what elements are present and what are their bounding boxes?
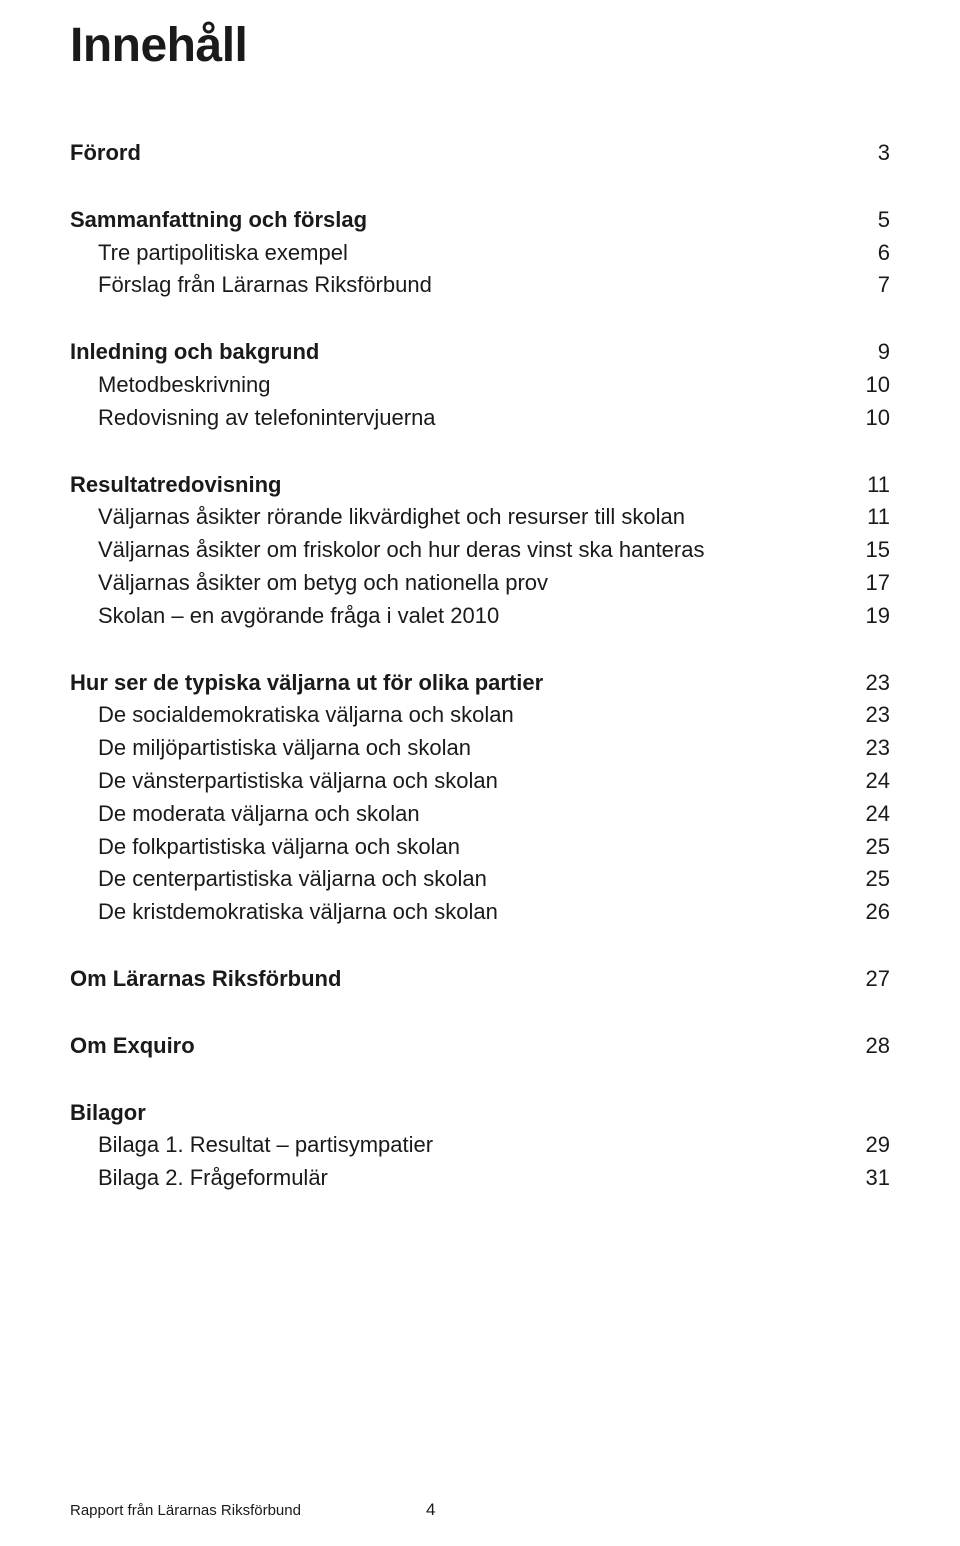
page-title: Innehåll [70, 18, 890, 73]
toc-page-number: 23 [850, 733, 890, 764]
table-of-contents: Förord3Sammanfattning och förslag5Tre pa… [70, 138, 890, 1194]
toc-label: Om Exquiro [70, 1031, 195, 1062]
toc-section: Förord 3 [70, 138, 890, 169]
toc-page-number: 24 [850, 766, 890, 797]
toc-page-number: 29 [850, 1130, 890, 1161]
toc-page-number: 25 [850, 864, 890, 895]
toc-page-number: 7 [850, 270, 890, 301]
toc-row: Förord 3 [70, 138, 890, 169]
toc-row: Skolan – en avgörande fråga i valet 2010… [70, 601, 890, 632]
toc-label: De socialdemokratiska väljarna och skola… [70, 700, 514, 731]
toc-section: Inledning och bakgrund 9 Metodbeskrivning 1… [70, 337, 890, 433]
toc-row: Väljarnas åsikter rörande likvärdighet o… [70, 502, 890, 533]
toc-section: BilagorBilaga 1. Resultat – partisympati… [70, 1098, 890, 1194]
toc-section: Resultatredovisning 11 Väljarnas åsikter r… [70, 470, 890, 632]
toc-label: Förord [70, 138, 141, 169]
toc-row: Förslag från Lärarnas Riksförbund 7 [70, 270, 890, 301]
toc-label: Hur ser de typiska väljarna ut för olika… [70, 668, 543, 699]
toc-label: Väljarnas åsikter om betyg och nationell… [70, 568, 548, 599]
toc-page-number: 23 [850, 668, 890, 699]
toc-row: Bilagor [70, 1098, 890, 1129]
toc-page-number: 15 [850, 535, 890, 566]
toc-row: Metodbeskrivning 10 [70, 370, 890, 401]
toc-label: De kristdemokratiska väljarna och skolan [70, 897, 498, 928]
toc-page-number: 9 [850, 337, 890, 368]
toc-label: Väljarnas åsikter om friskolor och hur d… [70, 535, 704, 566]
toc-row: Om Exquiro 28 [70, 1031, 890, 1062]
toc-label: Förslag från Lärarnas Riksförbund [70, 270, 432, 301]
toc-row: Bilaga 1. Resultat – partisympatier 29 [70, 1130, 890, 1161]
toc-row: De centerpartistiska väljarna och skolan… [70, 864, 890, 895]
toc-label: De folkpartistiska väljarna och skolan [70, 832, 460, 863]
toc-page-number: 24 [850, 799, 890, 830]
toc-page-number: 5 [850, 205, 890, 236]
toc-row: Redovisning av telefonintervjuerna 10 [70, 403, 890, 434]
toc-row: De socialdemokratiska väljarna och skola… [70, 700, 890, 731]
toc-row: Bilaga 2. Frågeformulär 31 [70, 1163, 890, 1194]
toc-label: Bilaga 2. Frågeformulär [70, 1163, 328, 1194]
toc-row: Tre partipolitiska exempel 6 [70, 238, 890, 269]
toc-label: Om Lärarnas Riksförbund [70, 964, 341, 995]
toc-page-number: 11 [850, 502, 890, 533]
toc-label: Sammanfattning och förslag [70, 205, 367, 236]
toc-label: Skolan – en avgörande fråga i valet 2010 [70, 601, 499, 632]
toc-row: De moderata väljarna och skolan 24 [70, 799, 890, 830]
toc-page-number: 31 [850, 1163, 890, 1194]
toc-page-number: 25 [850, 832, 890, 863]
toc-label: Inledning och bakgrund [70, 337, 319, 368]
toc-row: De miljöpartistiska väljarna och skolan 2… [70, 733, 890, 764]
footer: Rapport från Lärarnas Riksförbund 4 [70, 1500, 890, 1520]
toc-section: Sammanfattning och förslag5Tre partipoli… [70, 205, 890, 301]
toc-page-number: 27 [850, 964, 890, 995]
toc-label: Väljarnas åsikter rörande likvärdighet o… [70, 502, 685, 533]
toc-label: Metodbeskrivning [70, 370, 270, 401]
toc-section: Om Exquiro 28 [70, 1031, 890, 1062]
toc-label: Resultatredovisning [70, 470, 281, 501]
toc-row: Hur ser de typiska väljarna ut för olika… [70, 668, 890, 699]
toc-row: De folkpartistiska väljarna och skolan 25 [70, 832, 890, 863]
toc-row: De kristdemokratiska väljarna och skolan… [70, 897, 890, 928]
toc-page-number: 10 [850, 370, 890, 401]
page: Innehåll Förord 3 Sammanfattning och försl… [0, 0, 960, 1546]
toc-label: De moderata väljarna och skolan [70, 799, 420, 830]
toc-page-number: 6 [850, 238, 890, 269]
toc-label: De centerpartistiska väljarna och skolan [70, 864, 487, 895]
toc-row: De vänsterpartistiska väljarna och skola… [70, 766, 890, 797]
toc-label: Tre partipolitiska exempel [70, 238, 348, 269]
toc-row: Väljarnas åsikter om betyg och nationell… [70, 568, 890, 599]
toc-row: Resultatredovisning 11 [70, 470, 890, 501]
toc-row: Sammanfattning och förslag 5 [70, 205, 890, 236]
toc-row: Väljarnas åsikter om friskolor och hur d… [70, 535, 890, 566]
toc-section: Hur ser de typiska väljarna ut för olika… [70, 668, 890, 928]
toc-section: Om Lärarnas Riksförbund 27 [70, 964, 890, 995]
toc-page-number: 17 [850, 568, 890, 599]
toc-page-number: 11 [850, 470, 890, 501]
toc-label: Redovisning av telefonintervjuerna [70, 403, 436, 434]
toc-page-number: 10 [850, 403, 890, 434]
toc-label: De miljöpartistiska väljarna och skolan [70, 733, 471, 764]
toc-page-number: 3 [850, 138, 890, 169]
footer-page-number: 4 [426, 1500, 435, 1520]
toc-label: Bilagor [70, 1098, 146, 1129]
toc-label: Bilaga 1. Resultat – partisympatier [70, 1130, 433, 1161]
toc-page-number: 26 [850, 897, 890, 928]
toc-page-number: 23 [850, 700, 890, 731]
toc-row: Om Lärarnas Riksförbund 27 [70, 964, 890, 995]
toc-row: Inledning och bakgrund 9 [70, 337, 890, 368]
footer-text: Rapport från Lärarnas Riksförbund [70, 1502, 301, 1519]
toc-label: De vänsterpartistiska väljarna och skola… [70, 766, 498, 797]
toc-page-number: 19 [850, 601, 890, 632]
toc-page-number: 28 [850, 1031, 890, 1062]
